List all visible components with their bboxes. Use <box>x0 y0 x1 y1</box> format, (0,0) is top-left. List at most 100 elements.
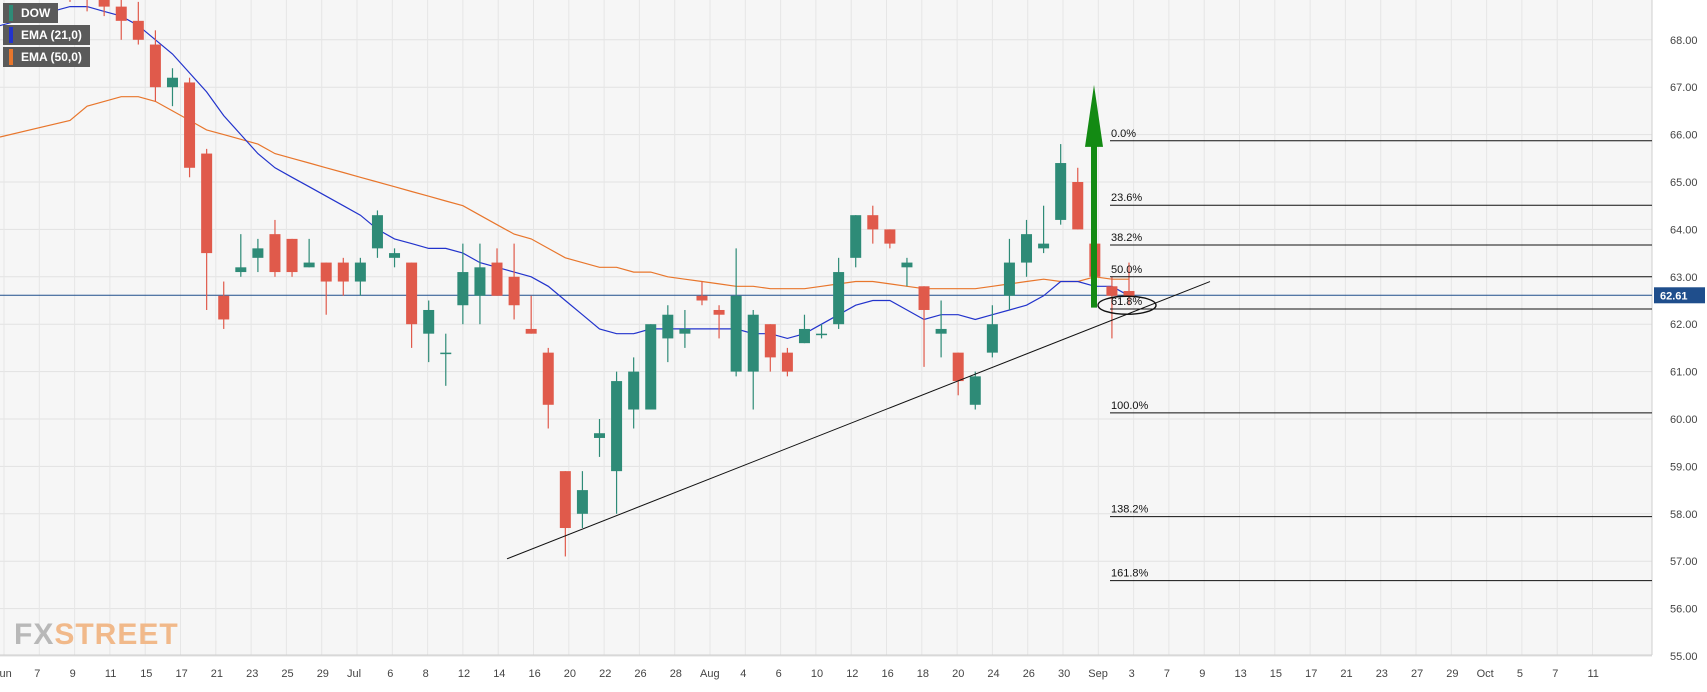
candle-body <box>781 352 793 372</box>
x-tick-label: Jun <box>0 668 12 680</box>
x-tick-label: Aug <box>700 668 720 680</box>
y-tick-label: 58.00 <box>1670 509 1698 521</box>
candle-body <box>1106 286 1118 296</box>
x-tick-label: 23 <box>1376 668 1388 680</box>
y-tick-label: 65.00 <box>1670 177 1698 189</box>
plot-area <box>0 0 1652 655</box>
y-tick-label: 59.00 <box>1670 461 1698 473</box>
candle-body <box>218 295 230 320</box>
candle-body <box>525 328 537 334</box>
fib-level-label: 38.2% <box>1111 232 1142 244</box>
x-tick-label: 13 <box>1235 668 1247 680</box>
fib-level-label: 50.0% <box>1111 264 1142 276</box>
candle-body <box>730 295 742 372</box>
y-tick-label: 66.00 <box>1670 130 1698 142</box>
last-price-box <box>1654 287 1705 304</box>
y-tick-label: 67.00 <box>1670 82 1698 94</box>
ema21-line <box>0 5 1130 340</box>
x-tick-label: 21 <box>211 668 223 680</box>
candle-body <box>798 328 810 344</box>
y-tick-label: 63.00 <box>1670 272 1698 284</box>
x-tick-label: 23 <box>246 668 258 680</box>
x-tick-label: 16 <box>882 668 894 680</box>
x-tick-label: 29 <box>1446 668 1458 680</box>
legend-item-dow[interactable]: DOW <box>3 3 59 23</box>
x-tick-label: 9 <box>1199 668 1205 680</box>
y-tick-label: 68.00 <box>1670 35 1698 47</box>
candle-body <box>696 295 708 301</box>
candle-body <box>440 352 452 355</box>
legend-label-ema21: EMA (21,0) <box>21 28 82 42</box>
legend-swatch-ema50 <box>9 49 13 65</box>
candle-body <box>850 215 862 258</box>
x-tick-label: 12 <box>458 668 470 680</box>
fib-61-ellipse <box>1097 295 1157 315</box>
x-tick-label: 7 <box>1552 668 1558 680</box>
candle-body <box>645 324 657 410</box>
fib-level-label: 0.0% <box>1111 128 1136 140</box>
candle-body <box>816 333 828 336</box>
x-tick-label: 6 <box>776 668 782 680</box>
x-tick-label: 6 <box>387 668 393 680</box>
x-tick-label: 7 <box>1164 668 1170 680</box>
candle-body <box>713 309 725 315</box>
candle-body <box>901 262 913 268</box>
logo-fx: FX <box>14 618 55 651</box>
candle-body <box>98 0 110 7</box>
x-tick-label: 11 <box>1588 668 1599 680</box>
candle-body <box>969 376 981 405</box>
candle-body <box>764 324 776 358</box>
x-tick-label: 18 <box>917 668 929 680</box>
x-tick-label: 22 <box>599 668 611 680</box>
candle-body <box>235 267 247 273</box>
candle-body <box>935 328 947 334</box>
y-tick-label: 60.00 <box>1670 414 1698 426</box>
candle-body <box>423 309 435 334</box>
candle-body <box>594 433 605 438</box>
candle-body <box>508 276 520 306</box>
fib-level-label: 61.8% <box>1111 296 1142 308</box>
candle-body <box>320 262 332 282</box>
legend-item-ema21[interactable]: EMA (21,0) <box>3 25 90 45</box>
arrow-head <box>1085 84 1103 147</box>
y-tick-label: 61.00 <box>1670 367 1698 379</box>
x-tick-label: 17 <box>176 668 188 680</box>
candle-body <box>1072 182 1084 230</box>
candle-body <box>662 314 674 339</box>
y-axis-area <box>1652 0 1707 687</box>
candle-body <box>337 262 349 282</box>
candle-body <box>371 215 383 249</box>
candle-body <box>491 262 503 296</box>
trendline <box>506 281 1211 560</box>
candle-body <box>474 267 486 296</box>
x-tick-label: Oct <box>1477 668 1494 680</box>
x-tick-label: 20 <box>564 668 576 680</box>
candle-body <box>457 272 469 306</box>
x-tick-label: 12 <box>846 668 858 680</box>
fxstreet-logo: FXSTREET <box>14 618 179 652</box>
legend-item-ema50[interactable]: EMA (50,0) <box>3 47 90 67</box>
candle-body <box>952 352 964 382</box>
candle-body <box>201 153 213 254</box>
candle-body <box>286 238 298 273</box>
candle-body <box>184 82 196 168</box>
x-tick-label: 17 <box>1305 668 1317 680</box>
y-tick-label: 62.00 <box>1670 319 1698 331</box>
candle-body <box>1021 234 1033 263</box>
y-tick-label: 55.00 <box>1670 651 1698 663</box>
candle-body <box>628 371 640 410</box>
candle-body <box>1055 163 1067 220</box>
candle-body <box>149 44 161 88</box>
legend-swatch-dow <box>9 5 13 21</box>
x-tick-label: 21 <box>1340 668 1352 680</box>
candle-body <box>252 248 264 258</box>
x-tick-label: Sep <box>1088 668 1108 680</box>
candle-body <box>166 77 178 88</box>
candle-body <box>576 490 588 514</box>
x-tick-label: 20 <box>952 668 964 680</box>
x-tick-label: 15 <box>140 668 152 680</box>
x-tick-label: 5 <box>1517 668 1523 680</box>
x-tick-label: 30 <box>1058 668 1070 680</box>
